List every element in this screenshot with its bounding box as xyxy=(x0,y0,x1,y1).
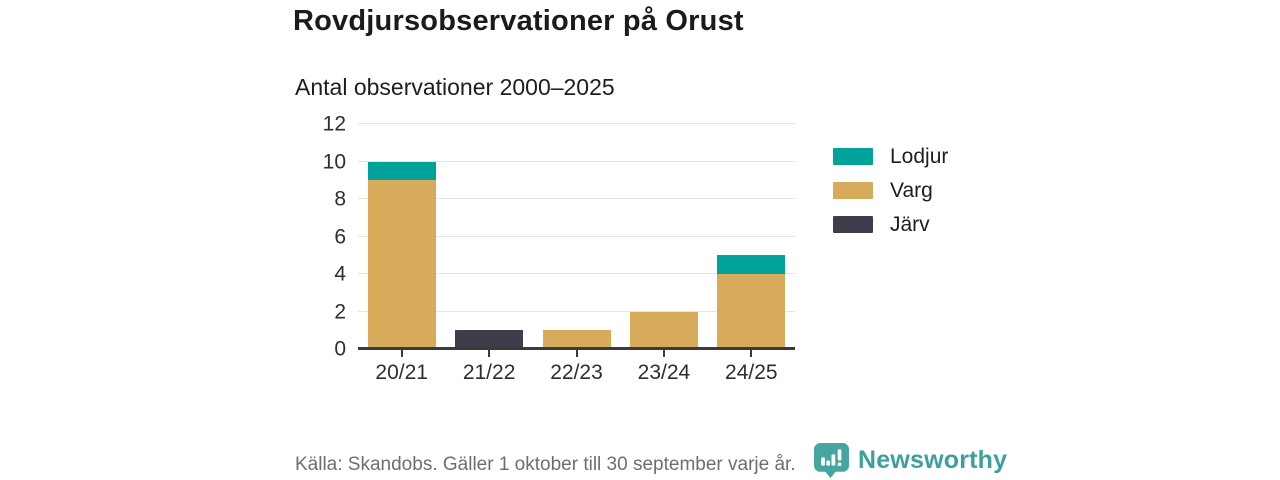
bar-stack xyxy=(455,124,524,349)
x-tick-label: 23/24 xyxy=(637,361,691,384)
plot-area xyxy=(358,123,795,350)
gridline xyxy=(358,273,795,275)
gridline xyxy=(358,198,795,200)
y-tick-label: 10 xyxy=(322,150,346,173)
bar-segment-varg xyxy=(717,274,786,349)
legend-swatch xyxy=(833,182,873,199)
gridline xyxy=(358,160,795,162)
legend-label: Varg xyxy=(890,179,933,202)
x-tick: 22/23 xyxy=(533,349,620,385)
bar-group-21/22 xyxy=(445,124,532,349)
x-tick-mark xyxy=(662,349,665,357)
y-tick-label: 8 xyxy=(334,187,346,211)
bar-segment-varg xyxy=(367,180,436,349)
x-tick-label: 24/25 xyxy=(725,361,778,384)
bar-group-22/23 xyxy=(533,124,620,349)
y-axis: 0 2 4 6 8 10 12 xyxy=(288,114,346,360)
bar-segment-lodjur xyxy=(367,161,436,181)
y-tick-label: 6 xyxy=(334,225,346,248)
x-tick: 24/25 xyxy=(708,349,795,385)
source-note: Källa: Skandobs. Gäller 1 oktober till 3… xyxy=(295,454,796,475)
y-tick-label: 2 xyxy=(334,300,346,324)
legend-swatch xyxy=(833,216,873,233)
x-tick-label: 21/22 xyxy=(462,361,516,384)
legend-item-järv: Järv xyxy=(833,214,948,235)
bar-segment-varg xyxy=(542,330,611,349)
bar-segment-lodjur xyxy=(717,255,786,275)
x-tick: 23/24 xyxy=(620,349,707,385)
bar-group-20/21 xyxy=(358,124,445,349)
gridline xyxy=(358,235,795,237)
newsworthy-logo-icon xyxy=(814,443,849,478)
legend-item-lodjur: Lodjur xyxy=(833,146,948,167)
bar-group-23/24 xyxy=(620,124,707,349)
bar-segment-varg xyxy=(629,311,698,349)
x-tick-mark xyxy=(488,349,491,357)
legend: Lodjur Varg Järv xyxy=(833,146,948,235)
x-tick-mark xyxy=(750,349,753,357)
x-tick-label: 20/21 xyxy=(375,361,428,384)
x-tick: 20/21 xyxy=(358,349,445,385)
gridline xyxy=(358,123,795,124)
bar-stack xyxy=(629,124,698,349)
legend-label: Järv xyxy=(890,213,930,236)
chart-subtitle: Antal observationer 2000–2025 xyxy=(295,74,615,100)
bar-group-24/25 xyxy=(708,124,795,349)
bar-groups xyxy=(358,124,795,349)
newsworthy-brand[interactable]: Newsworthy xyxy=(813,442,1007,479)
legend-swatch xyxy=(833,148,873,165)
bar-stack xyxy=(717,124,786,349)
legend-label: Lodjur xyxy=(890,145,949,168)
brand-name: Newsworthy xyxy=(858,446,1008,474)
bar-stack xyxy=(367,124,436,349)
page-title: Rovdjursobservationer på Orust xyxy=(293,5,744,37)
y-tick-label: 4 xyxy=(334,262,346,286)
x-tick-label: 22/23 xyxy=(550,361,603,384)
legend-item-varg: Varg xyxy=(833,180,948,201)
x-tick-mark xyxy=(575,349,578,357)
bar-stack xyxy=(542,124,611,349)
x-tick: 21/22 xyxy=(445,349,532,385)
y-tick-label: 12 xyxy=(322,112,346,136)
x-axis: 20/21 21/22 22/23 23/24 24/25 xyxy=(358,349,795,385)
gridline xyxy=(358,310,795,312)
bar-segment-järv xyxy=(455,330,524,349)
x-axis-line xyxy=(358,347,795,350)
y-tick-label: 0 xyxy=(334,337,346,361)
x-tick-mark xyxy=(400,349,403,357)
